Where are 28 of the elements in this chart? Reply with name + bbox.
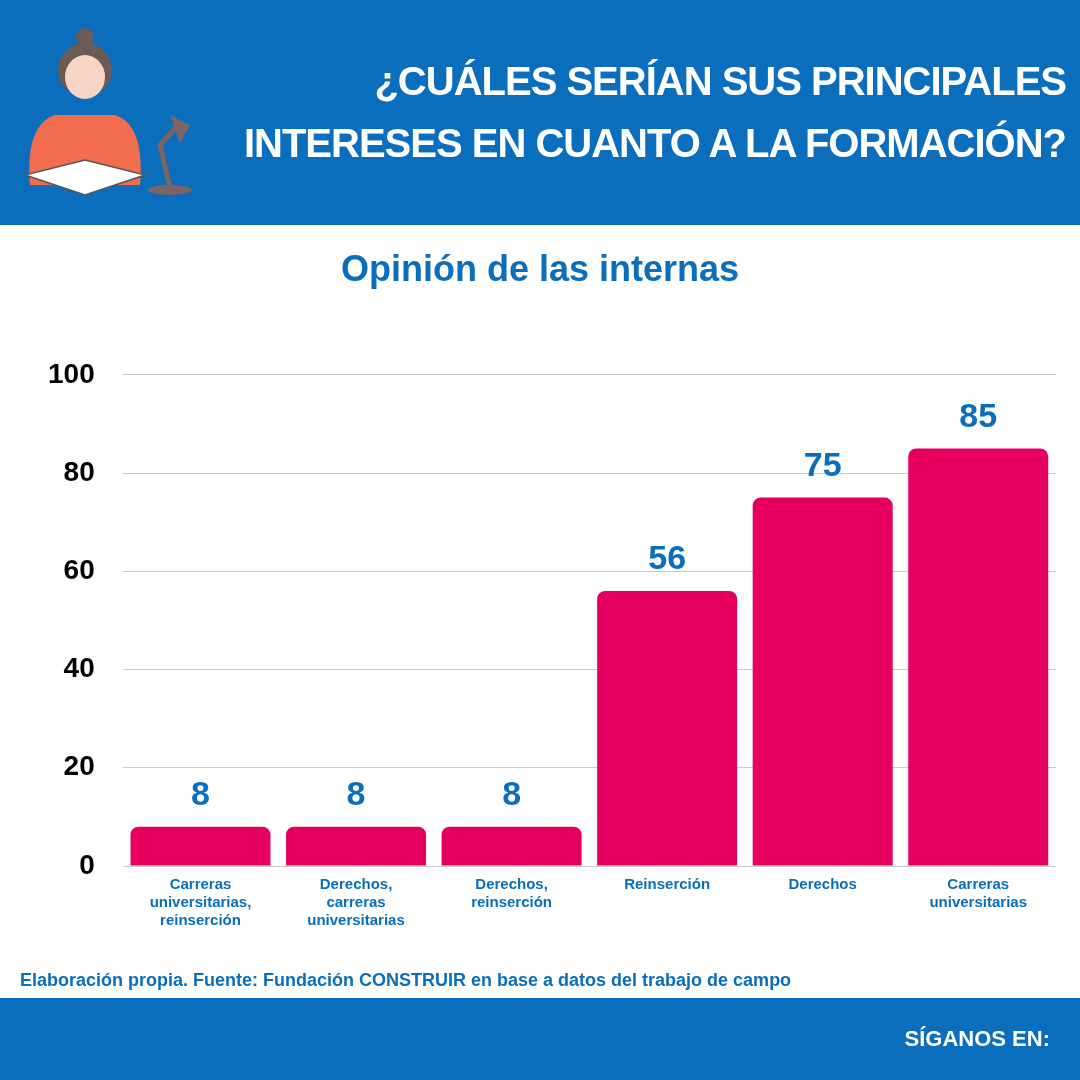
y-tick-label: 100 [48,357,95,389]
text: SÍGANOS EN: [904,1026,1050,1052]
bar [286,826,427,866]
x-tick-label: Derechos [788,875,857,893]
x-tick-label: Carreras universitarias [929,875,1028,911]
x-tick-label: Derechos, reinserción [471,875,553,911]
y-tick-label: 80 [63,455,95,487]
x-tick-label: Carreras universitarias, reinserción [149,875,252,929]
data-label: 75 [803,444,842,483]
y-tick-label: 40 [63,652,95,684]
y-tick-label: 0 [79,848,95,880]
x-tick-label: Derechos, carreras universitarias [307,875,405,929]
chart-title: ¿CUÁLES SERÍAN SUS PRINCIPALES INTERESES EN CUANTO A LA FORMACIÓN? [242,58,1066,167]
bar [908,448,1049,866]
data-label: 85 [959,395,998,434]
chart-subtitle: Opinión de las internas [339,248,741,290]
data-label: 8 [191,774,210,813]
y-tick-label: 60 [63,554,95,585]
bar [130,826,271,866]
bar [752,497,893,866]
data-label: 8 [502,774,522,813]
y-tick-label: 20 [63,750,95,782]
text: Elaboración propia. Fuente: Fundación CONSTRUIR en base a datos del trabajo de campo [20,970,792,991]
x-tick-label: Reinserción [624,875,711,893]
data-label: 56 [648,538,687,577]
bar [597,590,738,866]
bar [441,826,582,866]
data-label: 8 [346,774,366,813]
